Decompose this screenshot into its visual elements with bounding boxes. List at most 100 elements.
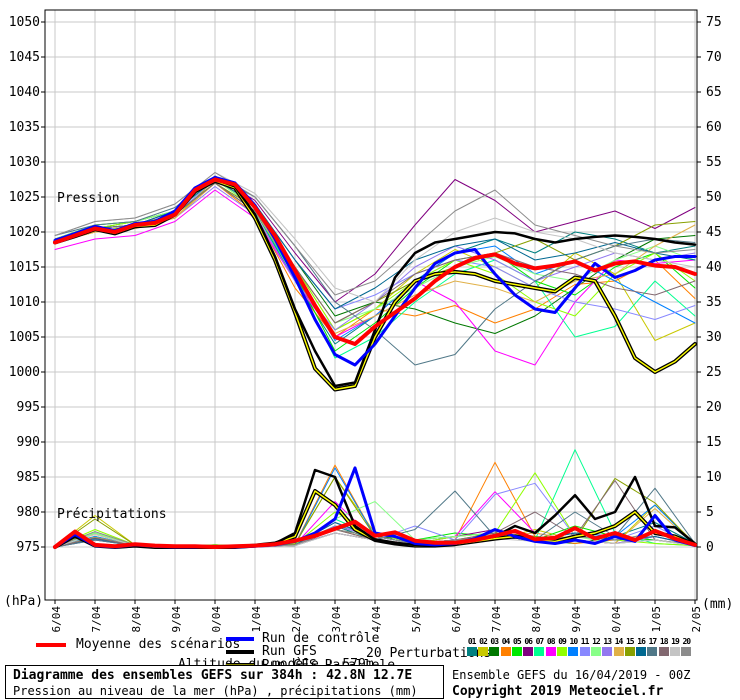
pressure-tick-label: 975 (17, 540, 40, 555)
perturbation-color-swatch (669, 647, 680, 656)
perturbation-number: 17 (648, 637, 658, 646)
perturbation-number: 08 (546, 637, 556, 646)
left-axis-unit-label: (hPa) (4, 594, 44, 609)
perturbation-color-swatch (579, 647, 590, 656)
diagram-subtitle: Pression au niveau de la mer (hPa) , pré… (13, 684, 418, 698)
pressure-tick-label: 980 (17, 505, 40, 520)
gfs-legend-label: Run GFS (262, 644, 317, 659)
date-tick-label: 01/05 (650, 606, 663, 632)
perturbation-key-item: 13 (602, 637, 613, 656)
perturbation-color-swatch (602, 647, 613, 656)
pressure-tick-label: 1000 (9, 365, 40, 380)
mean-legend-swatch (36, 643, 66, 647)
ensemble-chart: 9759809859909951000100510101015102010251… (9, 9, 722, 632)
date-tick-label: 24/04 (370, 606, 383, 632)
perturbation-color-swatch (500, 647, 511, 656)
pressure-tick-label: 1030 (9, 155, 40, 170)
perturbation-color-swatch (647, 647, 658, 656)
perturbation-key-item: 05 (511, 637, 522, 656)
mm-tick-label: 10 (706, 470, 722, 485)
perturbation-key-item: 10 (568, 637, 579, 656)
right-axis-unit-label: (mm) (702, 597, 734, 612)
control-legend-label: Run de contrôle (262, 631, 380, 646)
precipitation-section-label: Précipitations (57, 507, 167, 522)
perturbation-color-swatch (613, 647, 624, 656)
perturbation-key-item: 15 (624, 637, 635, 656)
date-tick-label: 26/04 (450, 606, 463, 632)
perturbation-number: 10 (569, 637, 579, 646)
perturbation-number: 16 (637, 637, 646, 646)
perturbation-number: 07 (535, 637, 545, 646)
mm-tick-label: 60 (706, 120, 722, 135)
perturbation-number: 11 (580, 637, 590, 646)
pressure-tick-label: 1025 (9, 190, 40, 205)
perturbation-key-item: 06 (522, 637, 534, 656)
perturbation-number: 02 (479, 637, 488, 646)
mm-tick-label: 15 (706, 435, 722, 450)
series-moyenne-des-scénarios (53, 177, 697, 346)
date-tick-label: 22/04 (290, 606, 303, 632)
date-tick-label: 28/04 (530, 606, 543, 632)
pressure-tick-label: 1040 (9, 85, 40, 100)
perturbation-key-item: 19 (669, 637, 680, 656)
perturbation-key-item: 16 (635, 637, 647, 656)
perturbation-color-swatch (534, 647, 545, 656)
mm-tick-label: 55 (706, 155, 722, 170)
mm-tick-label: 50 (706, 190, 722, 205)
date-tick-label: 18/04 (130, 606, 143, 632)
date-tick-label: 02/05 (690, 606, 703, 632)
perturbation-color-swatch (658, 647, 669, 656)
diagram-title: Diagramme des ensembles GEFS sur 384h : … (13, 668, 413, 683)
pressure-tick-label: 985 (17, 470, 40, 485)
perturbation-color-swatch (489, 647, 500, 656)
mm-tick-label: 25 (706, 365, 722, 380)
perturbations-color-key: 01 02 03 04 05 06 07 08 09 10 11 12 13 14 15 16 17 18 19 20 (466, 637, 692, 656)
perturbation-number: 09 (558, 637, 567, 646)
perturbation-color-swatch (568, 647, 579, 656)
perturbation-color-swatch (590, 647, 601, 656)
perturbation-number: 05 (513, 637, 522, 646)
perturbation-number: 14 (614, 637, 624, 646)
date-tick-label: 20/04 (210, 606, 223, 632)
date-tick-label: 23/04 (330, 606, 343, 632)
perturbation-number: 12 (592, 637, 601, 646)
perturbation-key-item: 04 (500, 637, 511, 656)
series-moyenne-des-scénarios (53, 519, 697, 549)
mm-tick-label: 40 (706, 260, 722, 275)
perturbation-key-item: 02 (477, 637, 488, 656)
perturbation-color-swatch (681, 647, 692, 656)
perturbations-legend-label: 20 Perturbations (366, 646, 492, 661)
date-tick-label: 25/04 (410, 606, 423, 632)
copyright: Copyright 2019 Meteociel.fr (452, 684, 664, 699)
perturbation-number: 19 (671, 637, 680, 646)
pressure-tick-label: 995 (17, 400, 40, 415)
date-tick-label: 21/04 (250, 606, 263, 632)
date-tick-label: 17/04 (90, 606, 103, 632)
date-tick-label: 19/04 (170, 606, 183, 632)
perturbation-color-swatch (466, 647, 477, 656)
perturbation-color-swatch (624, 647, 635, 656)
run-info: Ensemble GEFS du 16/04/2019 - 00Z (452, 668, 691, 682)
date-tick-label: 27/04 (490, 606, 503, 632)
perturbation-key-item: 01 (466, 637, 477, 656)
mm-tick-label: 70 (706, 50, 722, 65)
perturbation-color-swatch (477, 647, 488, 656)
perturbation-key-item: 03 (489, 637, 500, 656)
pressure-tick-label: 1015 (9, 260, 40, 275)
perturbation-color-swatch (511, 647, 522, 656)
pressure-tick-label: 1005 (9, 330, 40, 345)
perturbation-number: 13 (603, 637, 612, 646)
perturbation-color-swatch (545, 647, 556, 656)
date-tick-label: 29/04 (570, 606, 583, 632)
perturbation-number: 03 (490, 637, 499, 646)
pressure-tick-label: 1035 (9, 120, 40, 135)
perturbation-color-swatch (523, 647, 534, 656)
mm-tick-label: 30 (706, 330, 722, 345)
perturbation-key-item: 11 (579, 637, 590, 656)
series-p20 (54, 172, 696, 296)
perturbation-number: 04 (501, 637, 511, 646)
pressure-section-label: Pression (57, 191, 120, 206)
perturbation-key-item: 08 (545, 637, 556, 656)
mm-tick-label: 5 (706, 505, 714, 520)
mean-legend-label: Moyenne des scénarios (76, 637, 241, 652)
